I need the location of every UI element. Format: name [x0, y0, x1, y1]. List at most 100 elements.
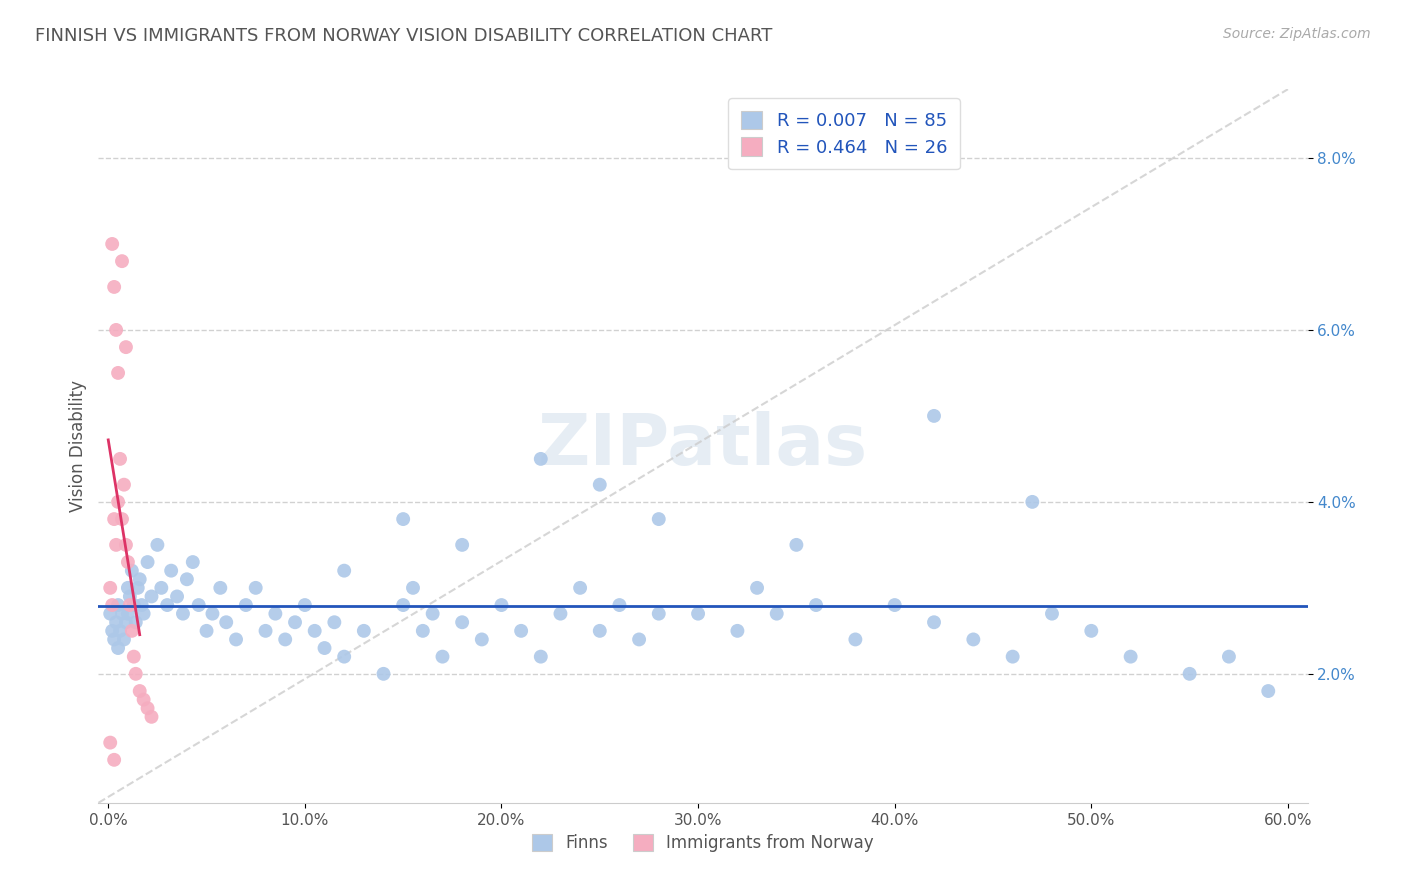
Point — [146, 538, 169, 552]
Point — [103, 632, 125, 647]
Point — [314, 641, 336, 656]
Point — [112, 477, 135, 491]
Point — [1257, 684, 1279, 698]
Point — [125, 615, 148, 630]
Point — [181, 555, 204, 569]
Point — [122, 598, 145, 612]
Point — [103, 280, 125, 294]
Point — [333, 649, 356, 664]
Point — [353, 624, 375, 638]
Point — [118, 590, 141, 604]
Point — [105, 323, 128, 337]
Point — [111, 254, 134, 268]
Point — [98, 607, 121, 621]
Point — [274, 632, 297, 647]
Point — [589, 624, 612, 638]
Point — [304, 624, 326, 638]
Point — [1218, 649, 1240, 664]
Point — [108, 451, 131, 466]
Point — [530, 451, 553, 466]
Point — [765, 607, 787, 621]
Point — [1119, 649, 1142, 664]
Point — [172, 607, 194, 621]
Point — [107, 495, 129, 509]
Point — [844, 632, 866, 647]
Point — [284, 615, 307, 630]
Point — [589, 477, 612, 491]
Point — [105, 538, 128, 552]
Point — [392, 512, 415, 526]
Point — [471, 632, 494, 647]
Point — [962, 632, 984, 647]
Point — [628, 632, 651, 647]
Point — [323, 615, 346, 630]
Point — [392, 598, 415, 612]
Point — [1040, 607, 1063, 621]
Point — [166, 590, 188, 604]
Point — [111, 607, 134, 621]
Point — [1080, 624, 1102, 638]
Point — [107, 366, 129, 380]
Text: FINNISH VS IMMIGRANTS FROM NORWAY VISION DISABILITY CORRELATION CHART: FINNISH VS IMMIGRANTS FROM NORWAY VISION… — [35, 27, 772, 45]
Point — [118, 598, 141, 612]
Point — [922, 615, 945, 630]
Point — [569, 581, 592, 595]
Point — [141, 590, 163, 604]
Point — [422, 607, 444, 621]
Point — [648, 512, 671, 526]
Point — [141, 710, 163, 724]
Point — [451, 615, 474, 630]
Point — [294, 598, 316, 612]
Point — [108, 624, 131, 638]
Point — [530, 649, 553, 664]
Point — [373, 666, 395, 681]
Point — [115, 538, 138, 552]
Point — [156, 598, 179, 612]
Point — [412, 624, 434, 638]
Point — [115, 615, 138, 630]
Point — [103, 512, 125, 526]
Point — [804, 598, 827, 612]
Point — [112, 632, 135, 647]
Point — [121, 624, 143, 638]
Point — [491, 598, 513, 612]
Point — [209, 581, 232, 595]
Point — [101, 598, 124, 612]
Point — [127, 581, 149, 595]
Point — [128, 572, 150, 586]
Point — [132, 607, 155, 621]
Text: Source: ZipAtlas.com: Source: ZipAtlas.com — [1223, 27, 1371, 41]
Point — [117, 581, 139, 595]
Point — [115, 340, 138, 354]
Point — [785, 538, 807, 552]
Point — [176, 572, 198, 586]
Point — [254, 624, 277, 638]
Point — [103, 753, 125, 767]
Point — [451, 538, 474, 552]
Point — [107, 598, 129, 612]
Point — [922, 409, 945, 423]
Point — [745, 581, 768, 595]
Point — [609, 598, 631, 612]
Point — [131, 598, 153, 612]
Point — [195, 624, 218, 638]
Point — [688, 607, 710, 621]
Point — [111, 512, 134, 526]
Point — [225, 632, 247, 647]
Legend: Finns, Immigrants from Norway: Finns, Immigrants from Norway — [526, 827, 880, 859]
Point — [128, 684, 150, 698]
Point — [121, 564, 143, 578]
Point — [117, 555, 139, 569]
Point — [150, 581, 173, 595]
Point — [264, 607, 287, 621]
Point — [201, 607, 224, 621]
Point — [333, 564, 356, 578]
Point — [1021, 495, 1043, 509]
Point — [648, 607, 671, 621]
Point — [1001, 649, 1024, 664]
Point — [101, 236, 124, 251]
Point — [117, 607, 139, 621]
Point — [510, 624, 533, 638]
Point — [98, 581, 121, 595]
Point — [101, 624, 124, 638]
